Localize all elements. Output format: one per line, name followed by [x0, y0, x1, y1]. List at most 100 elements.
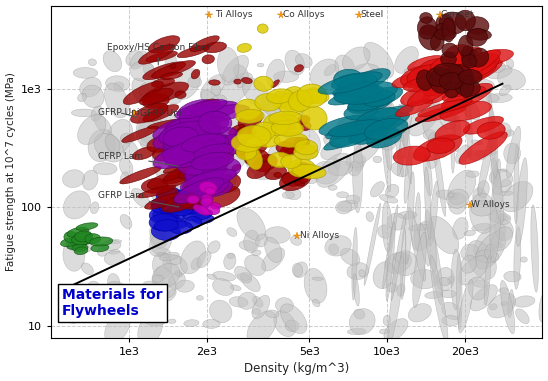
Ellipse shape [276, 113, 300, 136]
Ellipse shape [419, 58, 454, 77]
Ellipse shape [105, 311, 130, 343]
Ellipse shape [403, 74, 459, 91]
Ellipse shape [107, 274, 120, 291]
Ellipse shape [132, 188, 150, 207]
Ellipse shape [295, 143, 311, 158]
Ellipse shape [506, 59, 514, 68]
Ellipse shape [423, 113, 432, 116]
Ellipse shape [355, 162, 364, 171]
Ellipse shape [317, 153, 351, 187]
Ellipse shape [207, 274, 216, 279]
Ellipse shape [209, 80, 220, 85]
Ellipse shape [435, 60, 468, 78]
Ellipse shape [166, 202, 192, 216]
Ellipse shape [159, 121, 219, 147]
Ellipse shape [130, 51, 147, 69]
X-axis label: Density (kg/m^3): Density (kg/m^3) [244, 362, 350, 375]
Ellipse shape [197, 146, 217, 157]
Ellipse shape [431, 51, 469, 71]
Ellipse shape [324, 124, 380, 150]
Ellipse shape [466, 101, 472, 157]
Ellipse shape [423, 86, 449, 104]
Ellipse shape [500, 169, 507, 171]
Ellipse shape [239, 143, 267, 158]
Ellipse shape [216, 174, 241, 193]
Ellipse shape [241, 272, 260, 291]
Ellipse shape [453, 218, 468, 239]
Ellipse shape [401, 99, 412, 184]
Ellipse shape [237, 43, 252, 52]
Ellipse shape [379, 134, 396, 150]
Ellipse shape [514, 144, 519, 224]
Ellipse shape [384, 107, 392, 170]
Ellipse shape [472, 223, 491, 231]
Ellipse shape [196, 153, 205, 163]
Ellipse shape [436, 76, 458, 91]
Ellipse shape [477, 122, 505, 139]
Ellipse shape [151, 201, 173, 213]
Ellipse shape [436, 267, 454, 291]
Ellipse shape [78, 93, 87, 102]
Ellipse shape [81, 263, 93, 275]
Ellipse shape [161, 72, 182, 80]
Ellipse shape [165, 289, 176, 301]
Ellipse shape [413, 232, 426, 307]
Ellipse shape [370, 181, 384, 197]
Ellipse shape [398, 104, 407, 149]
Ellipse shape [185, 164, 214, 182]
Ellipse shape [344, 104, 378, 120]
Ellipse shape [189, 186, 218, 196]
Ellipse shape [407, 65, 448, 87]
Ellipse shape [143, 62, 155, 77]
Ellipse shape [404, 69, 419, 75]
Ellipse shape [252, 295, 270, 319]
Ellipse shape [158, 123, 200, 142]
Ellipse shape [451, 249, 461, 310]
Ellipse shape [196, 296, 203, 300]
Ellipse shape [467, 150, 487, 160]
Ellipse shape [106, 119, 133, 155]
Ellipse shape [90, 237, 113, 246]
Ellipse shape [506, 126, 521, 178]
Ellipse shape [136, 109, 161, 146]
Ellipse shape [456, 61, 472, 76]
Ellipse shape [470, 193, 496, 233]
Ellipse shape [168, 272, 185, 289]
Ellipse shape [335, 82, 378, 104]
Ellipse shape [94, 114, 112, 134]
Ellipse shape [165, 53, 176, 68]
Ellipse shape [173, 130, 194, 144]
Ellipse shape [420, 13, 432, 23]
Ellipse shape [66, 239, 92, 253]
Ellipse shape [256, 134, 280, 147]
Ellipse shape [434, 23, 449, 39]
Ellipse shape [255, 93, 282, 111]
Ellipse shape [484, 256, 490, 305]
Ellipse shape [165, 142, 176, 151]
Ellipse shape [103, 51, 122, 72]
Ellipse shape [301, 106, 327, 130]
Ellipse shape [222, 186, 239, 191]
Ellipse shape [163, 159, 206, 181]
Ellipse shape [500, 280, 515, 334]
Ellipse shape [398, 211, 417, 219]
Ellipse shape [188, 77, 202, 88]
Ellipse shape [413, 135, 462, 161]
Ellipse shape [189, 174, 219, 192]
Ellipse shape [164, 143, 209, 168]
Ellipse shape [419, 26, 441, 50]
Ellipse shape [104, 251, 124, 266]
Ellipse shape [489, 107, 498, 178]
Ellipse shape [408, 208, 426, 281]
Ellipse shape [496, 214, 511, 225]
Ellipse shape [418, 17, 437, 39]
Ellipse shape [342, 47, 370, 70]
Ellipse shape [147, 119, 189, 129]
Ellipse shape [163, 254, 187, 275]
Ellipse shape [265, 227, 290, 243]
Ellipse shape [379, 195, 398, 203]
Ellipse shape [85, 234, 101, 244]
Ellipse shape [151, 78, 175, 87]
Ellipse shape [484, 244, 495, 259]
Ellipse shape [164, 90, 186, 98]
